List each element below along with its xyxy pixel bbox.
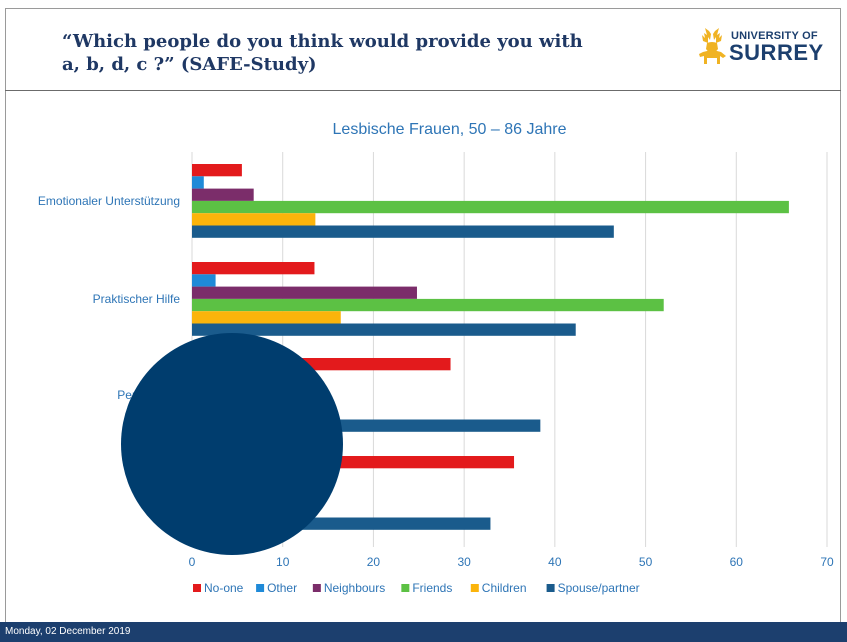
x-tick-label: 30 — [457, 555, 471, 569]
legend-swatch-no-one — [193, 584, 201, 592]
logo-surrey: SURREY — [729, 40, 824, 65]
legend-swatch-children — [470, 584, 479, 592]
bar-neighbours-0 — [192, 188, 254, 201]
bar-spouse-partner-0 — [192, 225, 614, 238]
slide-title-line-1: “Which people do you think would provide… — [62, 31, 583, 52]
legend-swatch-other — [256, 584, 265, 592]
legend-label-neighbours: Neighbours — [324, 581, 385, 595]
bar-other-0 — [192, 176, 204, 189]
bar-no-one-0 — [192, 164, 242, 177]
legend-label-children: Children — [482, 581, 527, 595]
stag-icon — [699, 28, 726, 64]
chart-title: Lesbische Frauen, 50 – 86 Jahre — [333, 121, 567, 138]
x-tick-label: 20 — [367, 555, 381, 569]
bar-friends-0 — [192, 200, 789, 214]
legend-label-no-one: No-one — [204, 581, 244, 595]
footer-bar: Monday, 02 December 2019 — [0, 622, 847, 642]
x-tick-label: 10 — [276, 555, 290, 569]
legend-label-spouse-partner: Spouse/partner — [558, 581, 640, 595]
category-label: Emotionaler Unterstützung — [38, 194, 180, 208]
title-divider — [5, 90, 841, 91]
footer-date: Monday, 02 December 2019 — [5, 626, 131, 637]
legend-swatch-friends — [401, 584, 410, 592]
bar-friends-1 — [192, 298, 664, 312]
bar-no-one-1 — [192, 262, 315, 275]
bar-other-1 — [192, 274, 216, 287]
slide-title: “Which people do you think would provide… — [62, 30, 702, 76]
logo-university-of: UNIVERSITY OF — [731, 30, 818, 42]
bar-neighbours-1 — [192, 286, 417, 299]
category-label: Praktischer Hilfe — [93, 292, 181, 306]
bar-children-0 — [192, 213, 316, 226]
slide-title-line-2: a, b, d, c ?” (SAFE-Study) — [62, 54, 317, 75]
legend-label-friends: Friends — [412, 581, 452, 595]
bar-spouse-partner-1 — [192, 323, 576, 336]
legend-swatch-neighbours — [312, 584, 321, 592]
x-tick-label: 40 — [548, 555, 562, 569]
legend-label-other: Other — [267, 581, 297, 595]
x-tick-label: 70 — [820, 555, 834, 569]
x-tick-label: 50 — [639, 555, 653, 569]
x-tick-label: 0 — [189, 555, 196, 569]
university-logo: UNIVERSITY OF SURREY — [693, 24, 833, 72]
bar-children-1 — [192, 311, 341, 324]
x-tick-label: 60 — [730, 555, 744, 569]
overlay-circle — [121, 333, 343, 555]
legend-swatch-spouse-partner — [546, 584, 555, 592]
